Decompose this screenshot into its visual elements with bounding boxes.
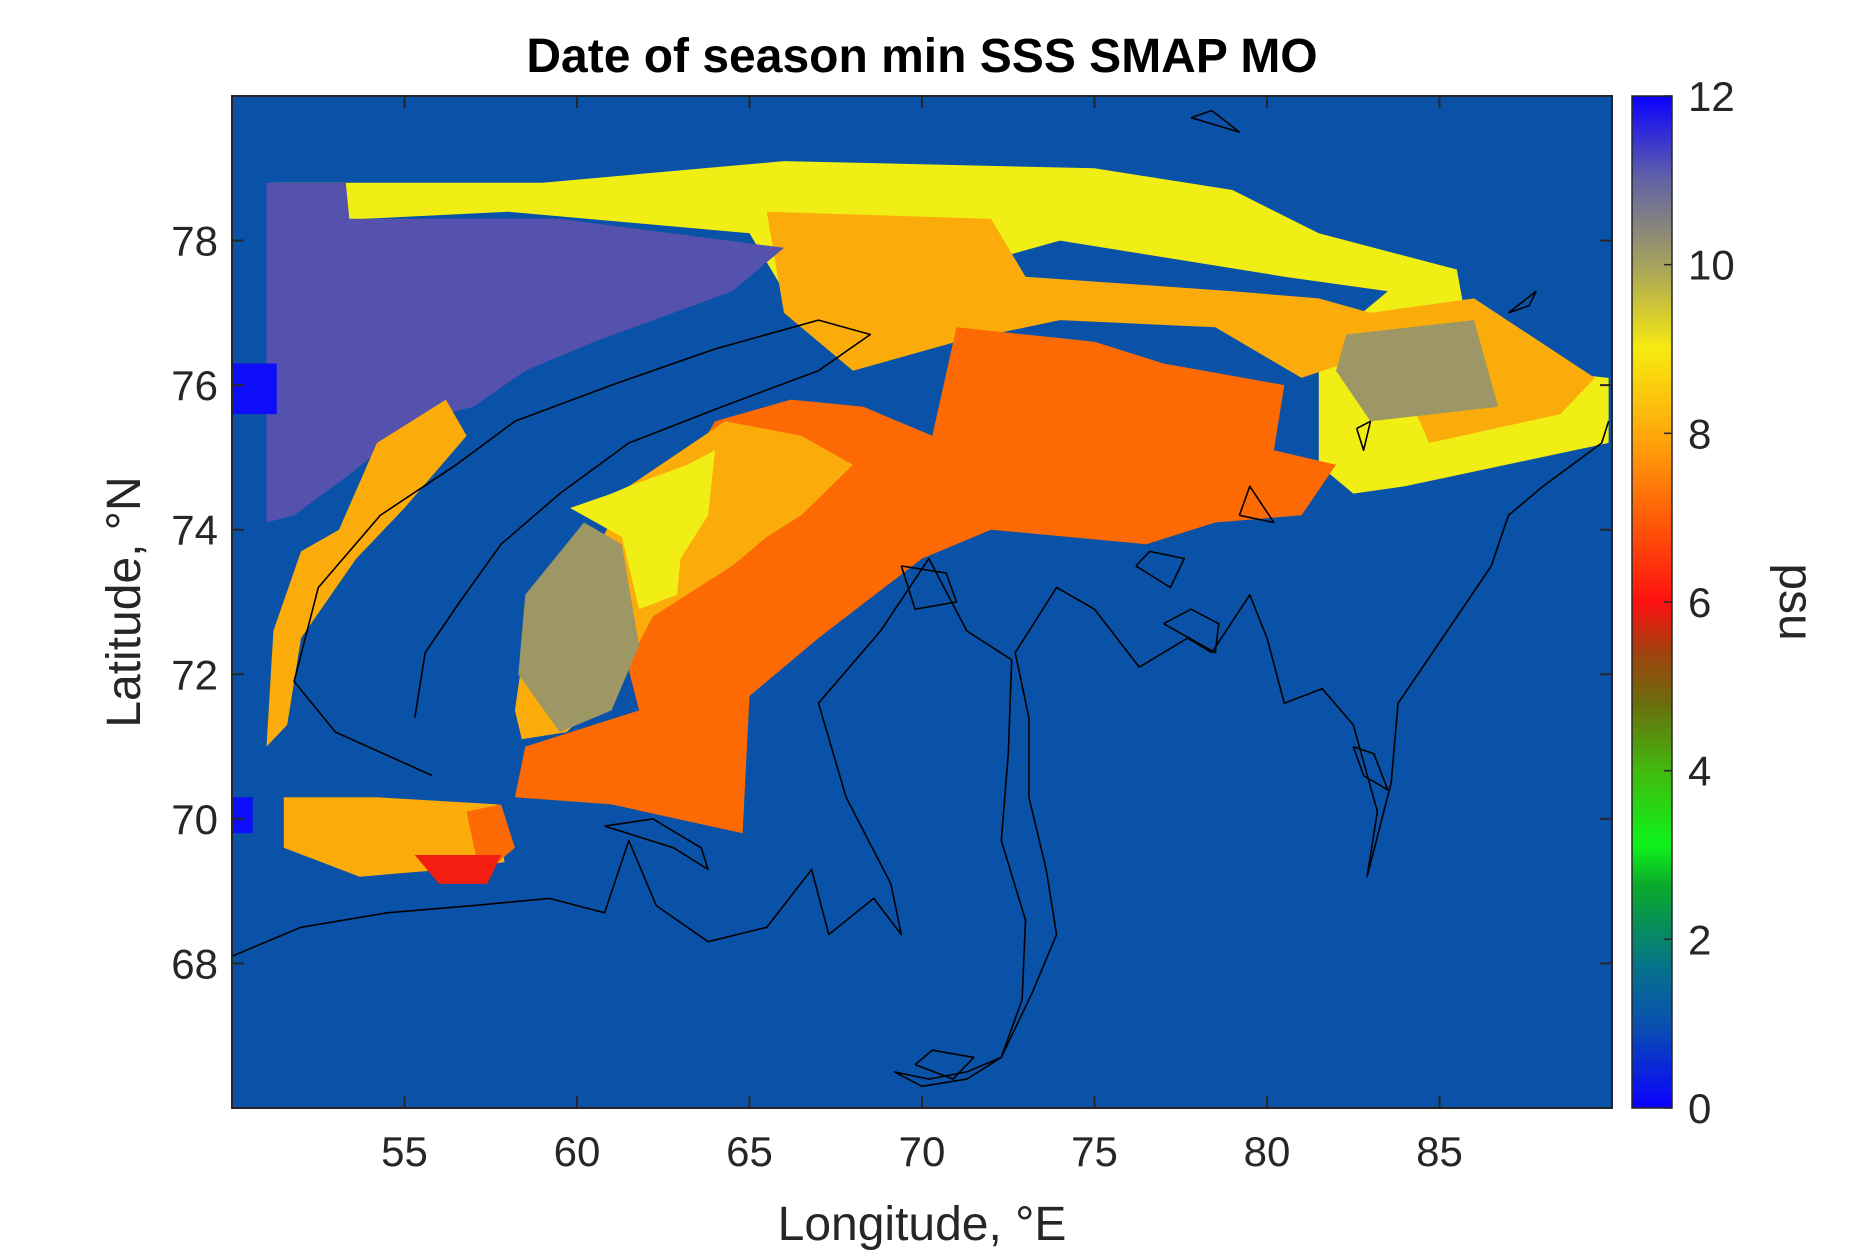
coastline-8 [1355, 420, 1372, 452]
region-8-light-orange [266, 399, 467, 747]
region-12-blue [232, 363, 277, 415]
coastline-7 [1352, 745, 1389, 791]
region-7-olive [1336, 320, 1499, 422]
colorbar-tick-label: 2 [1688, 916, 1711, 963]
coastline-11 [1508, 290, 1537, 314]
coastline-3 [900, 565, 958, 611]
y-tick-label: 78 [171, 218, 218, 265]
region-13-blue [232, 797, 253, 834]
x-tick-label: 85 [1416, 1128, 1463, 1175]
y-axis-ticks: 68 70 72 74 76 78 [171, 218, 1612, 987]
x-axis-ticks: 55 60 65 70 75 80 85 [381, 96, 1463, 1175]
x-tick-label: 70 [899, 1128, 946, 1175]
colorbar-label: psu [1769, 563, 1822, 640]
x-tick-label: 80 [1244, 1128, 1291, 1175]
colorbar-tick-label: 0 [1688, 1085, 1711, 1132]
colorbar-tick-label: 4 [1688, 748, 1711, 795]
region-0-yellow [273, 161, 1609, 494]
region-4-yellow [570, 450, 715, 610]
y-tick-label: 70 [171, 796, 218, 843]
coastline-10 [1190, 109, 1241, 133]
coastline-6 [1238, 485, 1275, 524]
chart-title: Date of season min SSS SMAP MO [526, 30, 1317, 83]
y-tick-label: 76 [171, 362, 218, 409]
coastline-layer [232, 109, 1610, 1088]
y-tick-label: 72 [171, 651, 218, 698]
region-6-purple [266, 182, 784, 523]
region-11-red [414, 855, 502, 884]
coastline-5 [1135, 550, 1185, 589]
y-tick-label: 68 [171, 940, 218, 987]
coastline-9 [914, 1049, 975, 1080]
colorbar-tick-label: 8 [1688, 410, 1711, 457]
x-axis-label: Longitude, °E [778, 1198, 1067, 1250]
plot-area: 55 60 65 70 75 80 85 68 70 72 74 76 78 [171, 95, 1613, 1175]
y-axis-label: Latitude, °N [98, 476, 151, 727]
region-5-olive [518, 522, 640, 733]
x-tick-label: 75 [1071, 1128, 1118, 1175]
x-tick-label: 60 [554, 1128, 601, 1175]
coastline-2 [604, 818, 709, 871]
colorbar-tick-label: 12 [1688, 73, 1735, 120]
salinity-regions [232, 161, 1609, 884]
coastline-0 [293, 319, 872, 777]
coastline-1 [232, 421, 1610, 1088]
x-tick-label: 65 [726, 1128, 773, 1175]
colorbar-ticks: 0 2 4 6 8 10 12 [1664, 73, 1735, 1132]
x-tick-label: 55 [381, 1128, 428, 1175]
y-tick-label: 74 [171, 507, 218, 554]
colorbar-tick-label: 6 [1688, 579, 1711, 626]
colorbar: 0 2 4 6 8 10 12 [1631, 73, 1735, 1132]
coastline-4 [1163, 608, 1220, 654]
colorbar-tick-label: 10 [1688, 242, 1735, 289]
region-1-light-orange [766, 211, 1595, 443]
